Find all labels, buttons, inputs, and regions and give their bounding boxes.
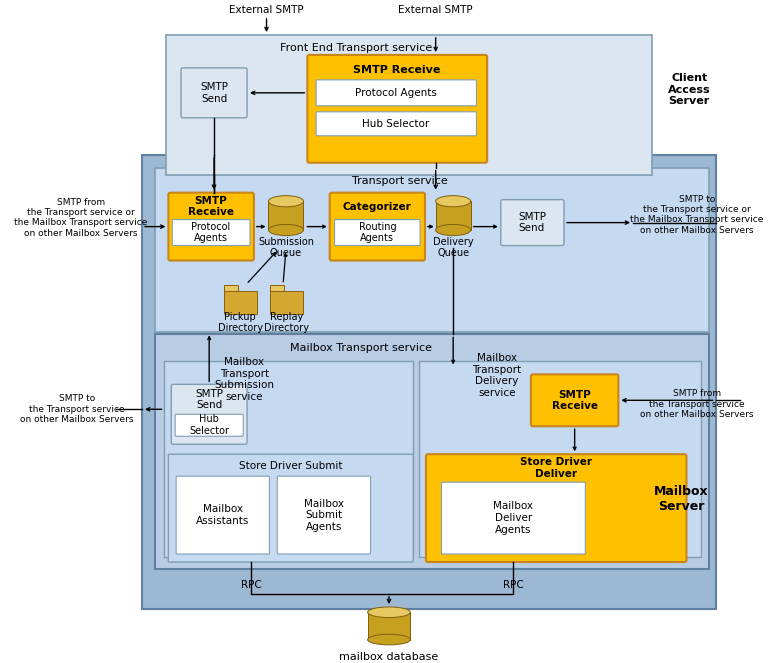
Text: Protocol Agents: Protocol Agents — [355, 88, 436, 98]
Text: SMTP from
the Transport service
on other Mailbox Servers: SMTP from the Transport service on other… — [640, 389, 754, 419]
FancyBboxPatch shape — [168, 454, 413, 562]
Bar — [271, 284, 284, 291]
Text: Hub Selector: Hub Selector — [363, 119, 429, 129]
FancyBboxPatch shape — [316, 112, 476, 136]
Bar — [368, 612, 410, 640]
Text: Delivery
Queue: Delivery Queue — [433, 237, 474, 259]
FancyBboxPatch shape — [330, 193, 425, 261]
Text: Transport service: Transport service — [352, 176, 447, 186]
FancyBboxPatch shape — [171, 385, 247, 444]
Text: Store Driver
Deliver: Store Driver Deliver — [520, 457, 592, 479]
Bar — [419, 361, 701, 557]
Text: SMTP
Send: SMTP Send — [518, 211, 546, 233]
Bar — [368, 612, 410, 640]
FancyBboxPatch shape — [277, 476, 370, 554]
Text: Mailbox
Submit
Agents: Mailbox Submit Agents — [304, 499, 344, 532]
Text: Mailbox Transport service: Mailbox Transport service — [290, 343, 432, 353]
FancyBboxPatch shape — [168, 193, 254, 261]
FancyBboxPatch shape — [501, 200, 564, 245]
Text: SMTP
Receive: SMTP Receive — [188, 196, 234, 217]
FancyBboxPatch shape — [181, 68, 247, 118]
Text: Replay
Directory: Replay Directory — [265, 312, 310, 333]
FancyBboxPatch shape — [426, 454, 686, 562]
Text: Front End Transport service: Front End Transport service — [280, 43, 432, 53]
FancyBboxPatch shape — [335, 219, 420, 245]
Bar — [224, 291, 257, 314]
FancyBboxPatch shape — [172, 219, 250, 245]
Text: mailbox database: mailbox database — [339, 652, 439, 662]
Bar — [436, 202, 471, 230]
Bar — [268, 202, 303, 230]
FancyBboxPatch shape — [176, 476, 269, 554]
Text: Mailbox
Assistants: Mailbox Assistants — [196, 505, 250, 526]
Text: Pickup
Directory: Pickup Directory — [218, 312, 263, 333]
Text: Client
Access
Server: Client Access Server — [668, 73, 710, 107]
FancyBboxPatch shape — [441, 482, 585, 554]
Text: Store Driver Submit: Store Driver Submit — [239, 461, 342, 471]
Text: Routing
Agents: Routing Agents — [359, 222, 396, 243]
Text: SMTP
Receive: SMTP Receive — [552, 389, 598, 411]
Text: Submission
Queue: Submission Queue — [258, 237, 314, 259]
Bar — [142, 154, 716, 609]
FancyBboxPatch shape — [316, 80, 476, 106]
Text: Protocol
Agents: Protocol Agents — [191, 222, 231, 243]
Bar — [164, 361, 413, 557]
Bar — [271, 291, 303, 314]
Ellipse shape — [436, 196, 471, 207]
FancyBboxPatch shape — [531, 375, 619, 426]
Bar — [166, 35, 653, 174]
Bar — [155, 168, 709, 332]
FancyBboxPatch shape — [307, 55, 487, 162]
FancyBboxPatch shape — [175, 414, 244, 436]
Bar — [436, 202, 471, 230]
Text: RPC: RPC — [503, 580, 524, 590]
Text: Categorizer: Categorizer — [343, 202, 412, 211]
Ellipse shape — [436, 224, 471, 235]
Text: Mailbox
Transport
Submission
service: Mailbox Transport Submission service — [214, 357, 274, 402]
Text: External SMTP: External SMTP — [398, 5, 473, 15]
Bar — [268, 202, 303, 230]
Text: SMTP Receive: SMTP Receive — [353, 65, 440, 75]
Text: External SMTP: External SMTP — [230, 5, 304, 15]
Ellipse shape — [268, 224, 303, 235]
Text: Hub
Selector: Hub Selector — [189, 414, 230, 436]
Text: Mailbox
Transport
Delivery
service: Mailbox Transport Delivery service — [472, 353, 521, 398]
Text: Mailbox
Server: Mailbox Server — [654, 485, 709, 513]
Text: SMTP
Send: SMTP Send — [195, 389, 223, 410]
Text: SMTP to
the Transport service or
the Mailbox Transport service
on other Mailbox : SMTP to the Transport service or the Mai… — [630, 194, 764, 235]
Text: SMTP to
the Transport service
on other Mailbox Servers: SMTP to the Transport service on other M… — [20, 394, 134, 424]
Ellipse shape — [268, 196, 303, 207]
Text: RPC: RPC — [240, 580, 261, 590]
Ellipse shape — [368, 607, 410, 617]
Bar — [155, 334, 709, 569]
Bar — [224, 284, 237, 291]
Text: SMTP
Send: SMTP Send — [200, 82, 228, 103]
Ellipse shape — [368, 634, 410, 645]
Text: SMTP from
the Transport service or
the Mailbox Transport service
on other Mailbo: SMTP from the Transport service or the M… — [14, 198, 148, 238]
Text: Mailbox
Deliver
Agents: Mailbox Deliver Agents — [493, 501, 534, 534]
